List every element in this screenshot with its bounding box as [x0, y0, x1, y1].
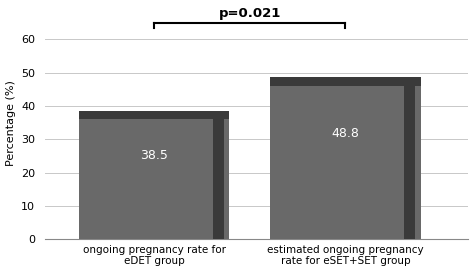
Bar [79, 111, 229, 239]
Text: 38.5: 38.5 [140, 149, 168, 162]
Bar [79, 111, 229, 119]
Bar [270, 77, 420, 239]
Text: p=0.021: p=0.021 [219, 7, 281, 20]
Y-axis label: Percentage (%): Percentage (%) [6, 80, 16, 166]
Bar [213, 111, 224, 239]
Bar [404, 77, 415, 239]
Bar [270, 77, 420, 86]
Text: 48.8: 48.8 [331, 127, 359, 140]
